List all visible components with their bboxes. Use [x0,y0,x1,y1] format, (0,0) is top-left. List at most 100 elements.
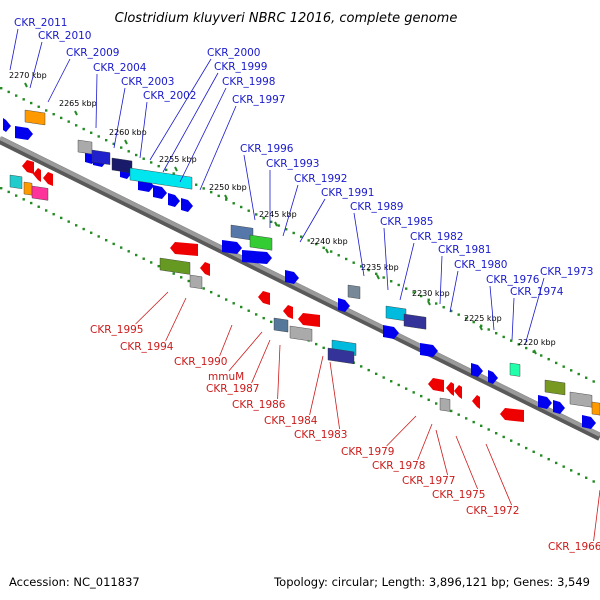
forward-gene-label[interactable]: CKR_1997 [232,94,285,106]
forward-gene-label[interactable]: CKR_1985 [380,216,433,228]
reverse-gene-arrow [258,291,270,305]
reverse-gene-label[interactable]: CKR_1983 [294,429,347,441]
forward-gene-label[interactable]: CKR_1973 [540,266,593,278]
forward-gene-block [111,157,133,174]
forward-gene-label[interactable]: CKR_2010 [38,30,91,42]
reverse-gene-label[interactable]: CKR_1984 [264,415,318,427]
reverse-gene-arrow [298,313,320,327]
reverse-gene-label[interactable]: CKR_1995 [90,324,143,336]
reverse-gene-label[interactable]: CKR_1975 [432,489,485,501]
forward-gene-label[interactable]: CKR_1980 [454,259,507,271]
forward-gene-arrow [15,126,33,140]
reverse-gene-label[interactable]: CKR_1978 [372,460,425,472]
forward-gene-label[interactable]: CKR_2003 [121,76,174,88]
reverse-gene-label[interactable]: CKR_1979 [341,446,394,458]
kbp-tick-label: 2260 kbp [109,128,147,137]
genome-summary-text: Topology: circular; Length: 3,896,121 bp… [273,575,590,589]
kbp-tick-label: 2270 kbp [9,71,47,80]
reverse-gene-block [189,274,203,290]
forward-gene-arrow [338,298,350,312]
upper-tick-track [0,87,595,383]
forward-gene-block [230,224,254,241]
reverse-gene-block [23,181,33,196]
reverse-gene-label[interactable]: CKR_1972 [466,505,519,517]
forward-gene-block [129,167,193,190]
forward-gene-arrow [383,325,399,339]
forward-gene-arrow [420,343,438,357]
forward-gene-label[interactable]: CKR_1976 [486,274,540,286]
forward-gene-block [569,391,593,408]
reverse-gene-arrow [472,395,480,409]
forward-gene-label[interactable]: CKR_1989 [350,201,403,213]
forward-gene-label[interactable]: CKR_2000 [207,47,260,59]
forward-gene-label[interactable]: CKR_2002 [143,90,196,102]
forward-gene-label[interactable]: CKR_1996 [240,143,294,155]
kbp-tick-label: 2245 kbp [259,210,297,219]
reverse-gene-label[interactable]: CKR_1966 [548,541,600,553]
forward-gene-arrow [582,415,596,429]
forward-gene-arrow [222,240,242,254]
reverse-gene-block [289,325,313,342]
forward-gene-block [91,149,111,165]
reverse-gene-block [327,347,355,365]
map-title: Clostridium kluyveri NBRC 12016, complet… [115,11,458,26]
reverse-gene-arrow [500,408,524,422]
forward-gene-arrow [471,363,483,377]
reverse-gene-block [273,317,289,333]
kbp-tick-label: 2230 kbp [412,289,450,298]
kbp-tick-label: 2225 kbp [464,314,502,323]
forward-gene-block [249,234,273,251]
forward-gene-label[interactable]: CKR_1981 [438,244,491,256]
forward-gene-arrow [538,395,552,409]
forward-gene-block [385,305,407,322]
forward-gene-label[interactable]: CKR_2011 [14,17,67,29]
forward-gene-arrow [488,370,498,384]
forward-gene-label[interactable]: CKR_2009 [66,47,119,59]
reverse-gene-label[interactable]: CKR_1994 [120,341,174,353]
forward-gene-arrow [553,400,565,414]
reverse-gene-arrow [428,378,444,392]
forward-gene-arrow [242,250,272,264]
forward-gene-block [403,313,427,330]
reverse-gene-label[interactable]: CKR_1990 [174,356,227,368]
forward-gene-label[interactable]: CKR_2004 [93,62,147,74]
kbp-tick-label: 2235 kbp [361,263,399,272]
kbp-tick-label: 2250 kbp [209,183,247,192]
reverse-gene-arrow [170,242,198,256]
reverse-gene-block [159,257,191,275]
forward-gene-block [591,401,600,416]
reverse-gene-label[interactable]: mmuM [208,371,244,383]
forward-gene-arrow [153,185,167,199]
forward-gene-block [77,139,93,155]
reverse-gene-arrow [283,305,293,319]
forward-gene-arrow [285,270,299,284]
kbp-tick-label: 2240 kbp [310,237,348,246]
reverse-gene-label[interactable]: CKR_1987 [206,383,259,395]
reverse-gene-label[interactable]: CKR_1977 [402,475,455,487]
reverse-gene-block [9,174,23,190]
kbp-tick-label: 2255 kbp [159,155,197,164]
forward-gene-label[interactable]: CKR_1999 [214,61,267,73]
forward-gene-label[interactable]: CKR_1993 [266,158,319,170]
forward-gene-block [347,284,361,300]
reverse-gene-arrow [446,382,454,396]
kbp-tick-label: 2220 kbp [518,338,556,347]
reverse-gene-arrow [454,385,462,399]
forward-gene-label[interactable]: CKR_1982 [410,231,463,243]
forward-gene-label[interactable]: CKR_1974 [510,286,564,298]
forward-gene-label[interactable]: CKR_1998 [222,76,275,88]
lower-tick-track [0,187,595,483]
kbp-tick-label: 2265 kbp [59,99,97,108]
reverse-gene-arrow [22,160,34,174]
reverse-gene-arrow [43,172,53,186]
forward-gene-block [544,379,566,396]
forward-gene-arrow [3,118,11,132]
reverse-gene-label[interactable]: CKR_1986 [232,399,286,411]
reverse-gene-block [31,185,49,201]
forward-gene-arrow [181,198,193,212]
forward-gene-label[interactable]: CKR_1991 [321,187,374,199]
forward-gene-block [509,362,521,377]
forward-gene-label[interactable]: CKR_1992 [294,173,347,185]
